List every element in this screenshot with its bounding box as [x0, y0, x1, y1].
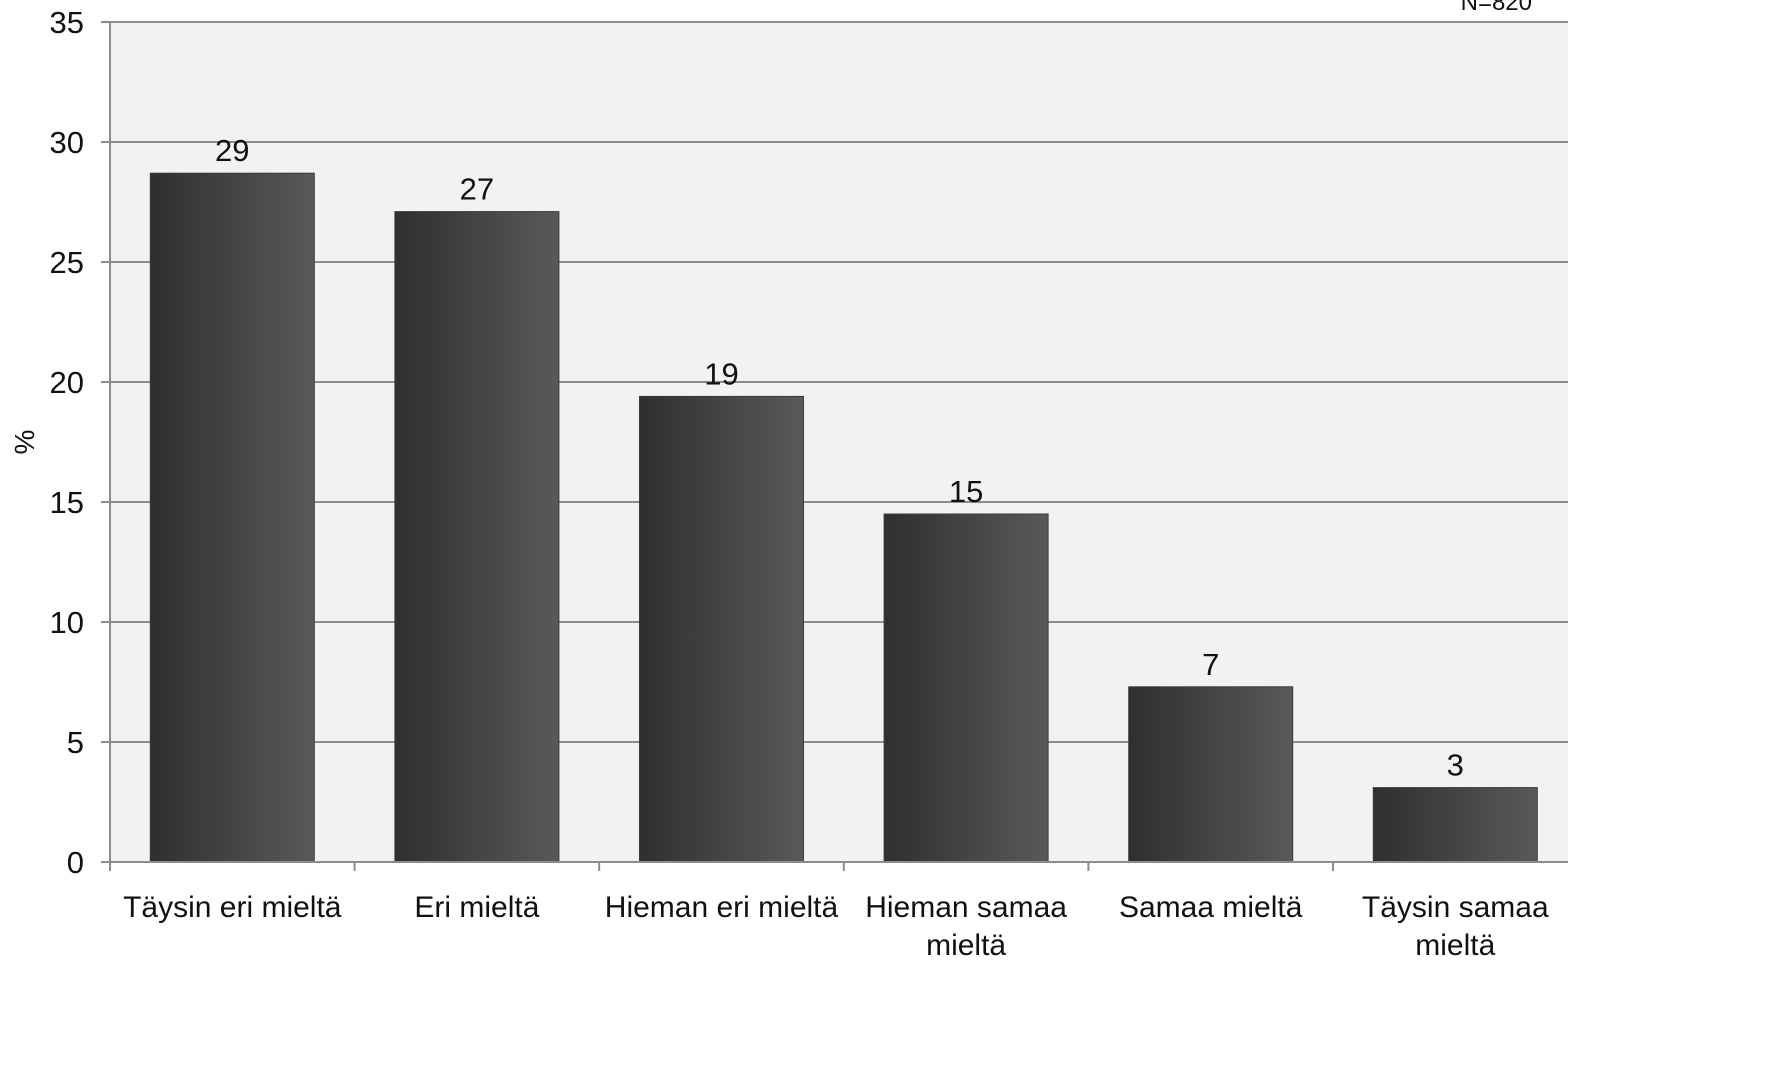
data-label: 19	[704, 356, 738, 391]
y-tick-label: 10	[50, 605, 84, 640]
axes	[101, 21, 1568, 871]
data-label: 3	[1447, 748, 1464, 783]
bar	[1128, 686, 1294, 863]
plot-area	[110, 22, 1568, 862]
bar	[149, 172, 315, 863]
data-label: 29	[215, 133, 249, 168]
y-axis-title: %	[9, 430, 40, 455]
data-label: 7	[1202, 647, 1219, 682]
bars	[149, 172, 1538, 863]
data-label: 27	[460, 172, 494, 207]
gridlines	[110, 21, 1568, 743]
labels: 0 5 10 15 20 25 30 35 29 27 19 15 7 3 Täysin eri mielt…	[9, 0, 1549, 962]
x-tick-label: Samaa mieltä	[1119, 891, 1303, 924]
y-tick-label: 25	[50, 245, 84, 280]
y-tick-label: 20	[50, 365, 84, 400]
x-tick-label: Eri mieltä	[414, 891, 539, 924]
y-tick-label: 35	[50, 5, 84, 40]
bar-chart: 0 5 10 15 20 25 30 35 29 27 19 15 7 3 Täysin eri mielt…	[9, 0, 1568, 962]
data-label: 15	[949, 474, 983, 509]
x-tick-label: Täysin eri mieltä	[123, 891, 342, 924]
bar	[394, 211, 560, 863]
bar	[883, 513, 1049, 863]
y-tick-label: 0	[67, 845, 84, 880]
bar	[1372, 787, 1538, 863]
bar	[639, 395, 804, 863]
x-tick-label: Täysin samaa mieltä	[1362, 891, 1549, 962]
y-tick-label: 30	[50, 125, 84, 160]
y-tick-label: 5	[67, 725, 84, 760]
x-tick-label: Hieman eri mieltä	[605, 891, 839, 924]
sample-size-note: N=820	[1461, 0, 1532, 16]
y-tick-label: 15	[50, 485, 84, 520]
x-tick-label: Hieman samaa mieltä	[865, 891, 1067, 962]
